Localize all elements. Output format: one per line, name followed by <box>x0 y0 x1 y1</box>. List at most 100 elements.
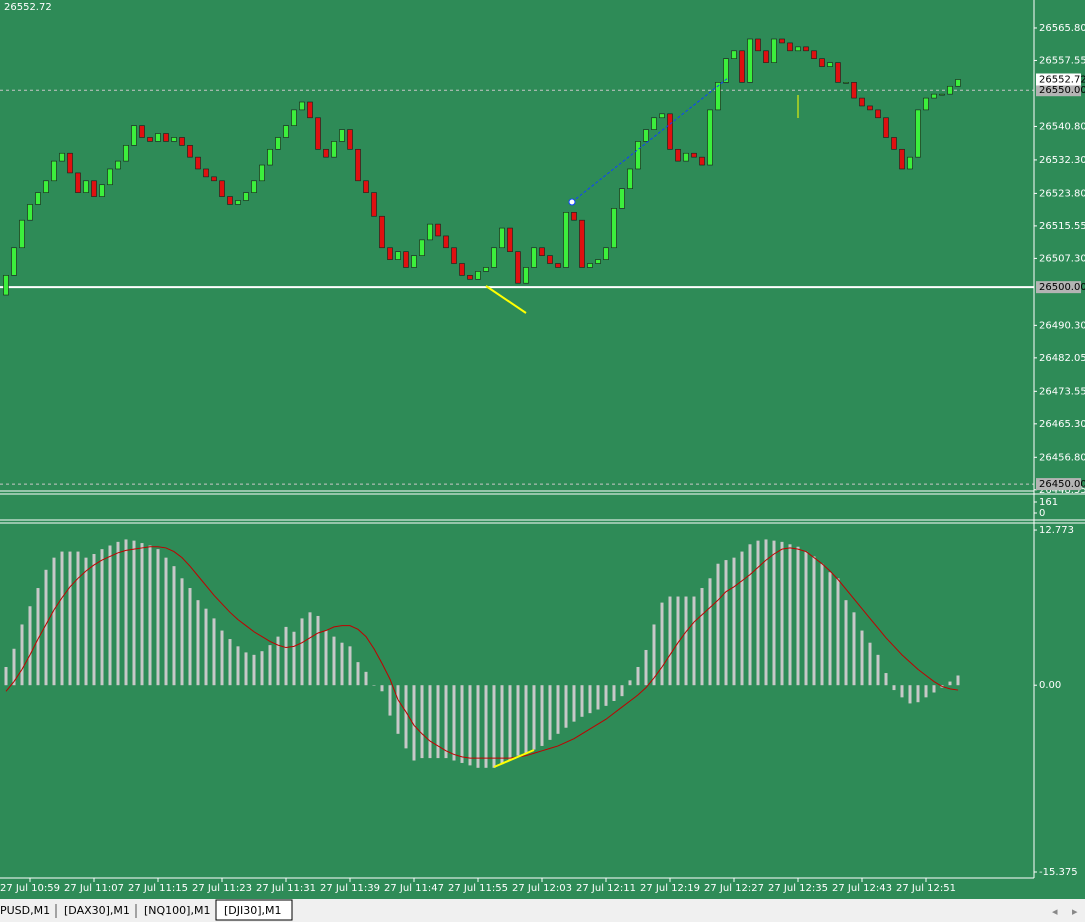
histogram-bar <box>188 588 192 686</box>
tab-label[interactable]: [DJI30],M1 <box>224 904 282 917</box>
tab-label[interactable]: [DAX30],M1 <box>64 904 130 917</box>
histogram-bar <box>436 685 440 759</box>
candle-body <box>731 50 737 59</box>
histogram-bar <box>476 685 480 768</box>
candle-body <box>451 247 457 264</box>
tab[interactable] <box>56 902 132 919</box>
histogram-bar <box>700 588 704 686</box>
candle-body <box>403 251 409 268</box>
candle-body <box>651 117 657 130</box>
candle-body <box>75 172 81 193</box>
histogram-bar <box>740 551 744 686</box>
histogram-bar <box>396 685 400 734</box>
candle-body <box>3 275 9 296</box>
x-tick-label: 27 Jul 11:07 <box>64 883 124 894</box>
candle-body <box>555 263 561 268</box>
candle-body <box>491 247 497 268</box>
y-tick-label: 26532.30 <box>1039 155 1085 166</box>
candle-body <box>899 148 905 170</box>
candle-body <box>11 247 17 276</box>
histogram-bar <box>484 685 488 768</box>
last-price-box <box>1036 73 1081 86</box>
candle-body <box>691 152 697 158</box>
y-tick-label: 12.773 <box>1039 525 1074 536</box>
candle-body <box>27 204 33 221</box>
candle-body <box>611 208 617 249</box>
candle-body <box>315 117 321 150</box>
candle-body <box>787 42 793 52</box>
candle-body <box>115 160 121 170</box>
histogram-bar <box>932 685 936 693</box>
y-tick-label: 26490.30 <box>1039 320 1085 331</box>
candle-body <box>67 152 73 174</box>
tab-label[interactable]: [NQ100],M1 <box>144 904 210 917</box>
histogram-bar <box>452 685 456 761</box>
histogram-bar <box>356 662 360 686</box>
histogram-bar <box>836 578 840 686</box>
y-tick-label: 26507.30 <box>1039 253 1085 264</box>
histogram-bar <box>148 545 152 686</box>
histogram-bar <box>316 615 320 686</box>
histogram-bar <box>772 540 776 686</box>
histogram-bar <box>628 680 632 686</box>
candle-body <box>155 133 161 142</box>
histogram-bar <box>260 651 264 686</box>
candle-body <box>635 141 641 170</box>
y-tick-label: 26465.30 <box>1039 419 1085 430</box>
x-tick-label: 27 Jul 11:23 <box>192 883 252 894</box>
tab[interactable] <box>215 899 293 921</box>
candle-body <box>571 212 577 221</box>
histogram-bar <box>28 606 32 686</box>
candle-body <box>251 180 257 193</box>
candle-body <box>235 200 241 205</box>
x-tick-label: 27 Jul 10:59 <box>0 883 60 894</box>
tabs: PUSD,M1 [DAX30],M1 [NQ100],M1 [DJI30],M1 <box>0 899 293 921</box>
candle-body <box>187 145 193 158</box>
last-price-label: 26552.72 <box>1039 74 1085 85</box>
candle-body <box>35 192 41 205</box>
tab-label[interactable]: PUSD,M1 <box>0 904 50 917</box>
histogram-bar <box>84 557 88 686</box>
y-tick-label: 161 <box>1039 497 1058 508</box>
candle-body <box>243 192 249 201</box>
candle-body <box>819 58 825 67</box>
histogram-bar <box>236 646 240 686</box>
candle-body <box>51 160 57 182</box>
candle-body <box>907 156 913 170</box>
histogram-bar <box>244 652 248 686</box>
candle-body <box>483 267 489 272</box>
candle-body <box>595 259 601 264</box>
histogram-bar <box>564 685 568 728</box>
histogram-bar <box>716 563 720 686</box>
candle-body <box>363 180 369 193</box>
x-tick-label: 27 Jul 12:35 <box>768 883 828 894</box>
histogram-bar <box>668 596 672 686</box>
price-level-box <box>1036 84 1081 97</box>
histogram-bar <box>332 636 336 686</box>
histogram-bar <box>660 602 664 686</box>
scroll-right[interactable]: ▸ <box>1072 905 1078 918</box>
candle-body <box>419 239 425 256</box>
histogram-bar <box>420 685 424 759</box>
candle-body <box>523 267 529 284</box>
trend-line <box>493 749 535 768</box>
candle-body <box>507 227 513 252</box>
scroll-left[interactable]: ◂ <box>1052 905 1058 918</box>
price-level-label: 26500.00 <box>1039 282 1085 293</box>
candle-body <box>675 148 681 162</box>
price-level-box <box>1036 478 1081 491</box>
candle-body <box>515 251 521 284</box>
candle-body <box>107 168 113 186</box>
histogram-bar <box>732 557 736 686</box>
tab[interactable] <box>136 902 212 919</box>
candle-body <box>267 148 273 166</box>
histogram-bar <box>500 685 504 765</box>
candle-body <box>915 109 921 158</box>
histogram-bar <box>284 626 288 686</box>
tab[interactable] <box>0 902 52 919</box>
histogram-bar <box>92 554 96 686</box>
candle-body <box>499 227 505 249</box>
histogram-bar <box>348 646 352 686</box>
histogram-bar <box>124 539 128 686</box>
